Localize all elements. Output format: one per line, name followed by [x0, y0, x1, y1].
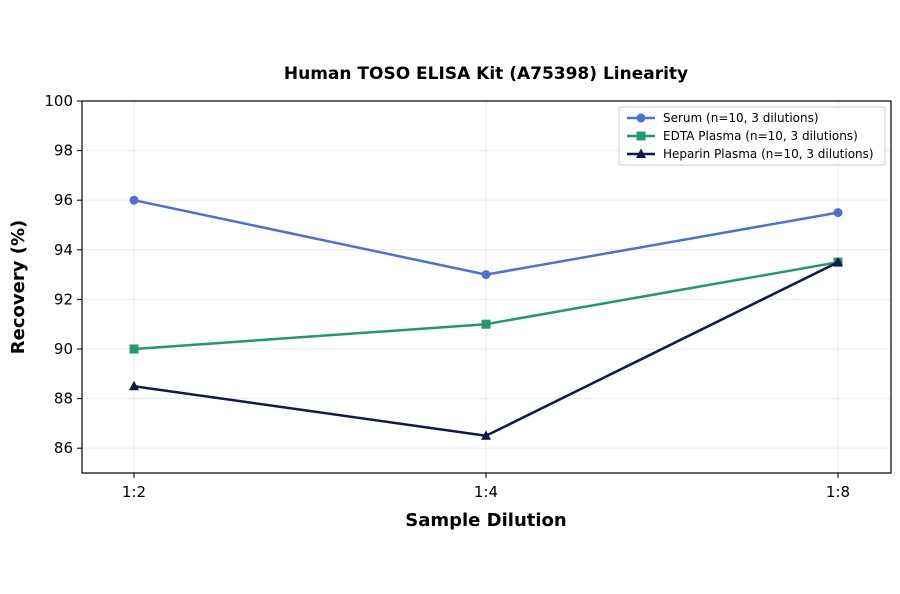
y-tick-label: 88	[54, 390, 73, 408]
x-ticks: 1:2 1:4 1:8	[122, 473, 850, 501]
legend-item: Heparin Plasma (n=10, 3 dilutions)	[627, 147, 874, 161]
data-point	[129, 344, 139, 354]
legend-marker	[636, 148, 646, 158]
data-point	[833, 208, 843, 218]
data-point	[481, 270, 491, 280]
legend: Serum (n=10, 3 dilutions) EDTA Plasma (n=…	[618, 106, 886, 166]
legend-marker	[636, 113, 646, 123]
legend-marker	[636, 131, 646, 141]
legend-label: Heparin Plasma (n=10, 3 dilutions)	[663, 147, 874, 161]
data-point	[129, 195, 139, 205]
series-2	[129, 256, 843, 440]
legend-label: Serum (n=10, 3 dilutions)	[663, 111, 819, 125]
y-tick-label: 98	[54, 142, 73, 160]
data-point	[833, 256, 843, 267]
chart-title: Human TOSO ELISA Kit (A75398) Linearity	[284, 64, 688, 84]
x-tick-label: 1:8	[826, 483, 850, 501]
legend-box	[618, 106, 886, 166]
y-tick-label: 86	[54, 439, 73, 457]
y-tick-label: 90	[54, 340, 73, 358]
data-point	[481, 430, 491, 440]
y-tick-label: 100	[44, 92, 73, 110]
legend-item: EDTA Plasma (n=10, 3 dilutions)	[627, 129, 858, 143]
y-tick-label: 92	[54, 290, 73, 308]
x-tick-label: 1:4	[474, 483, 498, 501]
data-point	[129, 380, 139, 391]
legend-item: Serum (n=10, 3 dilutions)	[627, 111, 819, 125]
y-ticks: 86 88 90 92 94 96 98 100	[44, 92, 82, 457]
x-axis-label: Sample Dilution	[405, 510, 566, 531]
series-0	[129, 195, 843, 280]
x-tick-label: 1:2	[122, 483, 146, 501]
legend-label: EDTA Plasma (n=10, 3 dilutions)	[663, 129, 858, 143]
data-point	[481, 319, 491, 329]
y-axis-label: Recovery (%)	[8, 220, 29, 354]
y-tick-label: 96	[54, 191, 73, 209]
y-tick-label: 94	[54, 241, 73, 259]
series-layer	[129, 195, 843, 440]
